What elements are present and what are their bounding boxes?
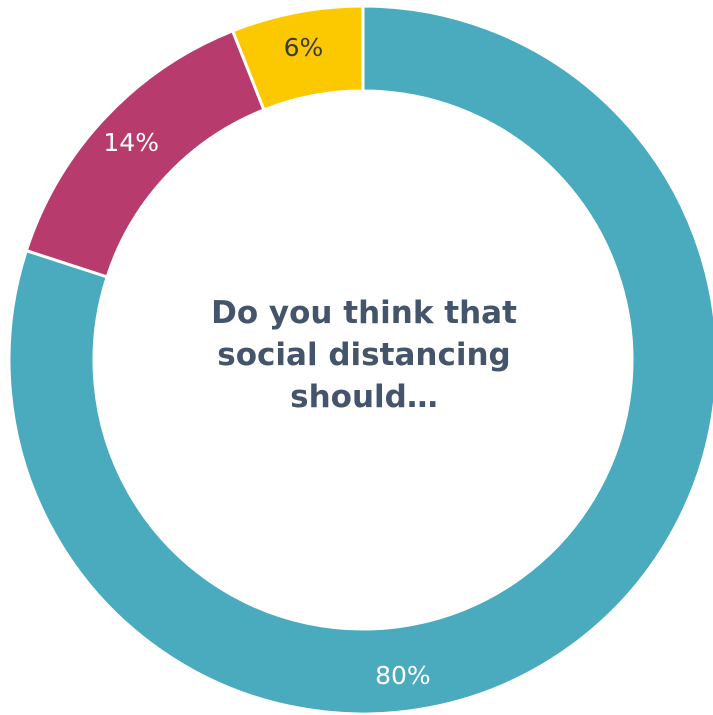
donut-label-0: 80% <box>375 661 431 690</box>
donut-labels: 80% 14% 6% <box>103 33 430 690</box>
donut-slices <box>7 4 713 715</box>
donut-label-2: 6% <box>284 33 324 62</box>
chart-title: Do you think that social distancing shou… <box>211 295 517 415</box>
donut-slice-2 <box>230 4 365 112</box>
donut-slice-0 <box>7 4 713 715</box>
donut-label-1: 14% <box>103 128 159 157</box>
